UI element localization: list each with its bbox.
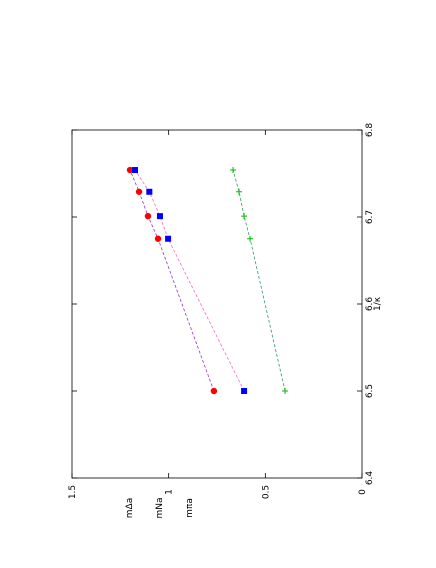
point: [126, 166, 134, 174]
y-tick-label: 0: [358, 489, 368, 495]
point: [165, 235, 172, 242]
y-axis-label: mπa: [185, 498, 195, 518]
point: [236, 188, 243, 195]
plot-frame: [71, 129, 363, 479]
x-tick-label: 6.8: [365, 123, 375, 138]
point: [241, 213, 248, 220]
point: [132, 167, 139, 174]
x-tick-label: 6.5: [365, 384, 375, 398]
point: [135, 188, 143, 195]
y-axis-label: mNa: [155, 497, 165, 518]
point: [241, 388, 248, 394]
point: [247, 235, 254, 242]
y-axis-label: mΔa: [125, 498, 135, 518]
fit-line: [129, 169, 215, 392]
fit-line: [232, 169, 286, 392]
y-tick-label: 1: [165, 489, 175, 495]
x-axis-label: 1/κ: [373, 296, 383, 311]
point: [230, 167, 237, 174]
point: [154, 235, 162, 242]
point: [146, 188, 153, 195]
fit-line: [134, 169, 245, 392]
y-tick-label: 1.5: [68, 485, 78, 499]
point: [144, 212, 152, 220]
y-tick-label: 0.5: [261, 485, 271, 499]
x-tick-label: 6.7: [365, 210, 375, 224]
point: [210, 387, 218, 395]
x-tick-label: 6.4: [365, 471, 375, 486]
point: [156, 213, 163, 220]
point: [282, 388, 289, 394]
x-tick-label: 6.6: [365, 297, 375, 312]
